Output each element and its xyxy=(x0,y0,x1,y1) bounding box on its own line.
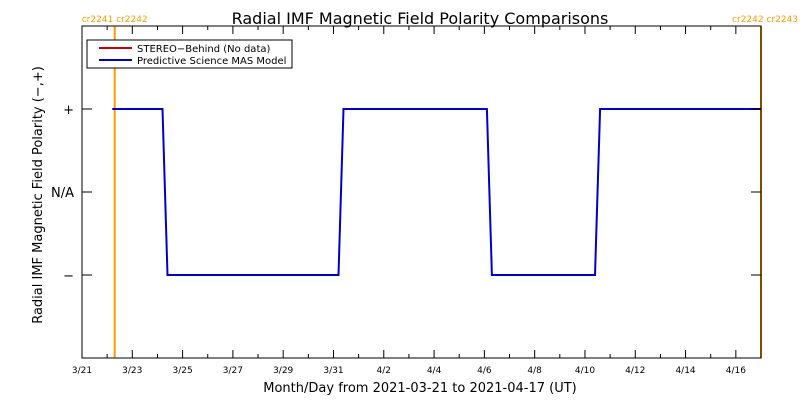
x-tick-label: 3/27 xyxy=(223,366,243,376)
x-tick-label: 3/25 xyxy=(172,366,192,376)
x-tick-label: 4/6 xyxy=(477,366,492,376)
x-tick-label: 4/8 xyxy=(527,366,542,376)
y-axis-label: Radial IMF Magnetic Field Polarity (−,+) xyxy=(31,66,46,324)
x-tick-label: 3/31 xyxy=(323,366,343,376)
x-tick-label: 3/23 xyxy=(122,366,142,376)
y-tick-label: + xyxy=(63,103,74,118)
carrington-marker-label: cr2241 cr2242 xyxy=(82,15,148,25)
legend: STEREO−Behind (No data) Predictive Scien… xyxy=(86,39,293,69)
x-tick-label: 4/12 xyxy=(625,366,645,376)
x-axis-label: Month/Day from 2021-03-21 to 2021-04-17 … xyxy=(263,381,576,396)
x-tick-label: 4/10 xyxy=(575,366,595,376)
y-tick-label: − xyxy=(63,269,74,284)
x-tick-label: 3/29 xyxy=(273,366,293,376)
x-tick-label: 4/14 xyxy=(675,366,695,376)
carrington-marker-label: cr2242 cr2243 xyxy=(732,15,798,25)
x-tick-label: 3/21 xyxy=(72,366,92,376)
x-tick-label: 4/4 xyxy=(427,366,442,376)
legend-label-stereo-behind: STEREO−Behind (No data) xyxy=(137,44,270,55)
series-line-mas-model xyxy=(112,108,761,276)
legend-box xyxy=(86,39,293,69)
chart-title: Radial IMF Magnetic Field Polarity Compa… xyxy=(232,9,609,28)
series-layer xyxy=(112,108,761,276)
x-tick-label: 4/16 xyxy=(726,366,746,376)
x-ticks: 3/21 3/23 3/25 3/27 3/29 3/31 4/2 4/4 4/6 4/8 4/10… xyxy=(72,26,762,376)
y-tick-label: N/A xyxy=(51,186,74,201)
legend-label-mas-model: Predictive Science MAS Model xyxy=(137,56,286,67)
x-tick-label: 4/2 xyxy=(377,366,391,376)
y-ticks: + N/A − xyxy=(51,103,761,284)
